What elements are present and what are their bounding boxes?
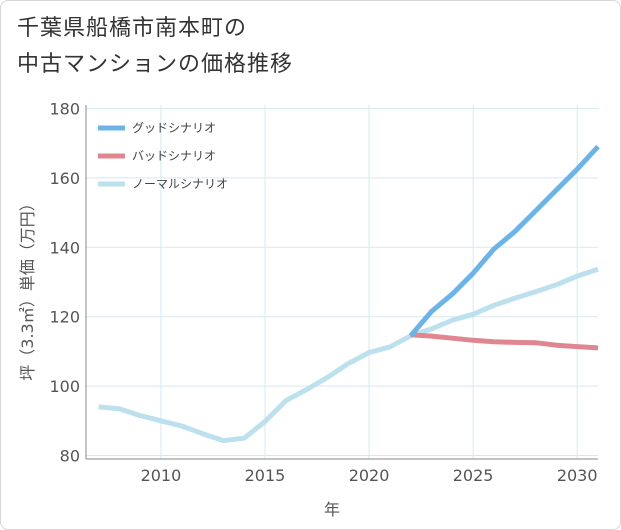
x-tick-label: 2020	[349, 466, 390, 485]
x-tick-label: 2030	[557, 466, 598, 485]
x-tick-label: 2025	[453, 466, 494, 485]
axes: 2010 2015 2020 2025 2030 80 100 120 140 160 180	[49, 99, 598, 485]
y-tick-label: 160	[49, 169, 80, 188]
y-tick-label: 120	[49, 308, 80, 327]
y-tick-label: 100	[49, 377, 80, 396]
y-tick-label: 180	[49, 99, 80, 118]
series-line-good	[408, 144, 600, 338]
x-tick-label: 2015	[245, 466, 286, 485]
legend-label-bad: バッドシナリオ	[132, 149, 216, 163]
series-line-normal	[98, 266, 599, 444]
series-line-bad	[410, 332, 599, 351]
chart-title-line2: 中古マンションの価格推移	[17, 52, 294, 77]
y-tick-label: 80	[60, 447, 80, 466]
x-tick-label: 2010	[141, 466, 182, 485]
series-lines	[98, 144, 600, 444]
legend-label-good: グッドシナリオ	[132, 121, 216, 135]
grid	[86, 105, 598, 459]
x-axis-title: 年	[324, 500, 340, 519]
legend-label-normal: ノーマルシナリオ	[132, 177, 228, 191]
chart-title-line1: 千葉県船橋市南本町の	[17, 16, 248, 41]
chart-title: 千葉県船橋市南本町の 中古マンションの価格推移	[17, 11, 293, 83]
y-tick-label: 140	[49, 238, 80, 257]
y-axis-title: 坪（3.3㎡）単価（万円）	[18, 195, 37, 380]
